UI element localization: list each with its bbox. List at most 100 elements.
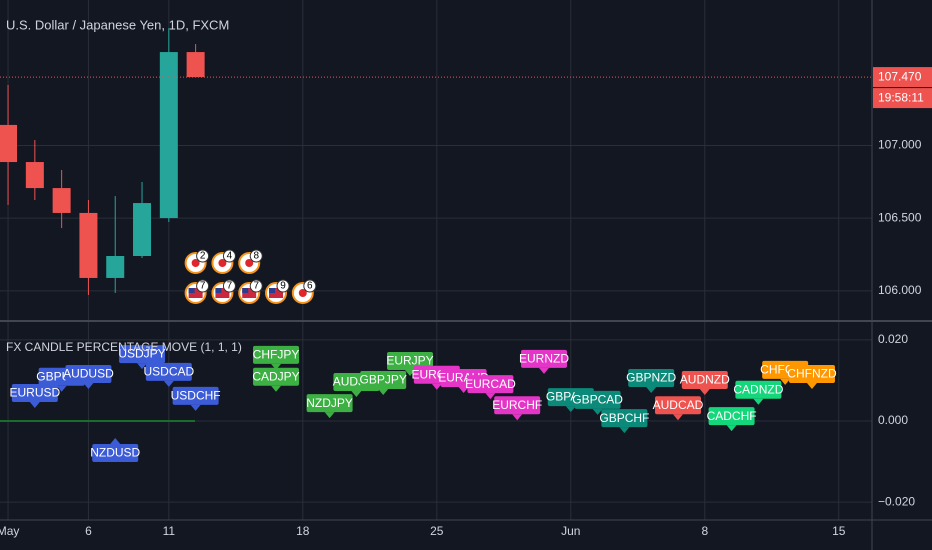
label-pointer: [190, 404, 201, 411]
candle-body: [186, 52, 205, 78]
event-icon: 7: [238, 279, 263, 304]
label-text: USDCAD: [143, 365, 194, 379]
event-count-bg: [222, 279, 236, 293]
pair-label: EURJPY: [386, 351, 434, 376]
label-pointer: [512, 414, 523, 421]
marks-layer: 2 4 8 7 7 7 9 6: [0, 28, 872, 304]
candle-body: [106, 256, 125, 278]
y-tick-label: 106.000: [878, 283, 922, 297]
label-pointer: [271, 363, 282, 370]
pair-label: AUDUSD: [63, 364, 114, 389]
x-tick-label: 11: [163, 524, 176, 538]
event-count: 7: [200, 281, 206, 292]
label-pointer: [83, 382, 94, 389]
label-box: [172, 386, 219, 405]
label-text: CADNZD: [733, 382, 783, 396]
pair-label: AUDNZD: [680, 371, 730, 396]
label-text: CADCHF: [707, 409, 757, 423]
label-box: [681, 371, 728, 390]
label-text: AUDCAD: [653, 398, 704, 412]
label-text: EURNZD: [519, 352, 569, 366]
label-box: [494, 396, 541, 415]
x-tick-label: May: [0, 524, 19, 538]
pair-label: AUDCAD: [653, 396, 704, 421]
label-pointer: [324, 412, 335, 419]
label-text: GBPJPY: [360, 373, 407, 387]
label-box: [92, 444, 139, 463]
event-count: 8: [253, 251, 259, 262]
pair-label: CADCHF: [707, 407, 757, 432]
pair-label: CHFJPY: [253, 345, 300, 370]
chart-title: U.S. Dollar / Japanese Yen, 1D, FXCM: [6, 17, 229, 32]
label-box: [708, 407, 755, 426]
indicator-title: FX CANDLE PERCENTAGE MOVE (1, 1, 1): [6, 340, 242, 354]
label-pointer: [378, 389, 389, 396]
x-tick-label: 15: [832, 524, 846, 538]
label-text: CHFNZD: [787, 367, 837, 381]
y-tick-label: 106.500: [878, 210, 922, 224]
label-pointer: [726, 425, 737, 432]
label-text: CHFJPY: [253, 348, 300, 362]
label-pointer: [646, 387, 657, 394]
label-text: GBPCHF: [599, 411, 649, 425]
label-pointer: [137, 363, 148, 370]
label-text: EURUSD: [10, 386, 61, 400]
label-pointer: [485, 393, 496, 400]
label-pointer: [538, 367, 549, 374]
flag-us: [269, 288, 284, 298]
y-tick-label: 0.020: [878, 332, 908, 346]
event-count-bg: [249, 279, 263, 293]
label-pointer: [29, 402, 40, 409]
flag-us-canton: [242, 288, 249, 293]
label-box: [467, 375, 514, 394]
x-tick-label: 25: [430, 524, 444, 538]
label-text: EURCHF: [492, 398, 542, 412]
flag-us-canton: [269, 288, 276, 293]
label-pointer: [351, 391, 362, 398]
flag-us-canton: [188, 288, 195, 293]
y-tick-label: 0.000: [878, 413, 908, 427]
label-box: [628, 369, 675, 388]
label-text: CADJPY: [252, 369, 299, 383]
event-icon: 4: [211, 249, 236, 274]
pair-label: EURNZD: [519, 349, 569, 374]
y-tick-label: −0.020: [878, 494, 915, 508]
pair-label: EURCHF: [492, 396, 542, 421]
event-count: 7: [227, 281, 233, 292]
flag-us: [215, 288, 230, 298]
label-text: GBPCAD: [572, 393, 623, 407]
label-pointer: [56, 385, 67, 392]
event-icon: 2: [184, 249, 210, 274]
label-box: [360, 371, 407, 390]
label-pointer: [431, 383, 442, 390]
event-count: 9: [280, 281, 286, 292]
label-box: [520, 349, 567, 368]
candle-body: [0, 124, 18, 163]
flag-us-canton: [215, 288, 222, 293]
pair-label: EURUSD: [10, 384, 61, 409]
label-box: [253, 345, 300, 364]
label-text: EURCAD: [465, 377, 516, 391]
label-box: [788, 364, 835, 383]
event-icon: 6: [291, 279, 317, 304]
pair-label: EURCAD: [465, 375, 516, 400]
label-text: USDJPY: [118, 347, 165, 361]
countdown-badge: [873, 88, 932, 109]
pair-label: CHFNZD: [787, 364, 837, 389]
event-count-bg: [196, 249, 210, 263]
x-tick-label: 18: [296, 524, 310, 538]
pair-label: NZDUSD: [90, 438, 141, 463]
label-text: AUDNZD: [680, 373, 730, 387]
price-label: 107.470: [878, 69, 922, 83]
flag-us: [188, 288, 203, 298]
labels-layer: EURUSDGBPUSDAUDUSDNZDUSDUSDJPYUSDCADUSDC…: [10, 345, 837, 463]
event-count: 6: [307, 281, 313, 292]
label-text: AUDUSD: [63, 367, 114, 381]
pair-label: GBPCHF: [599, 409, 649, 434]
label-box: [574, 390, 621, 409]
label-pointer: [780, 378, 791, 385]
x-tick-label: 6: [85, 524, 92, 538]
label-pointer: [592, 408, 603, 415]
